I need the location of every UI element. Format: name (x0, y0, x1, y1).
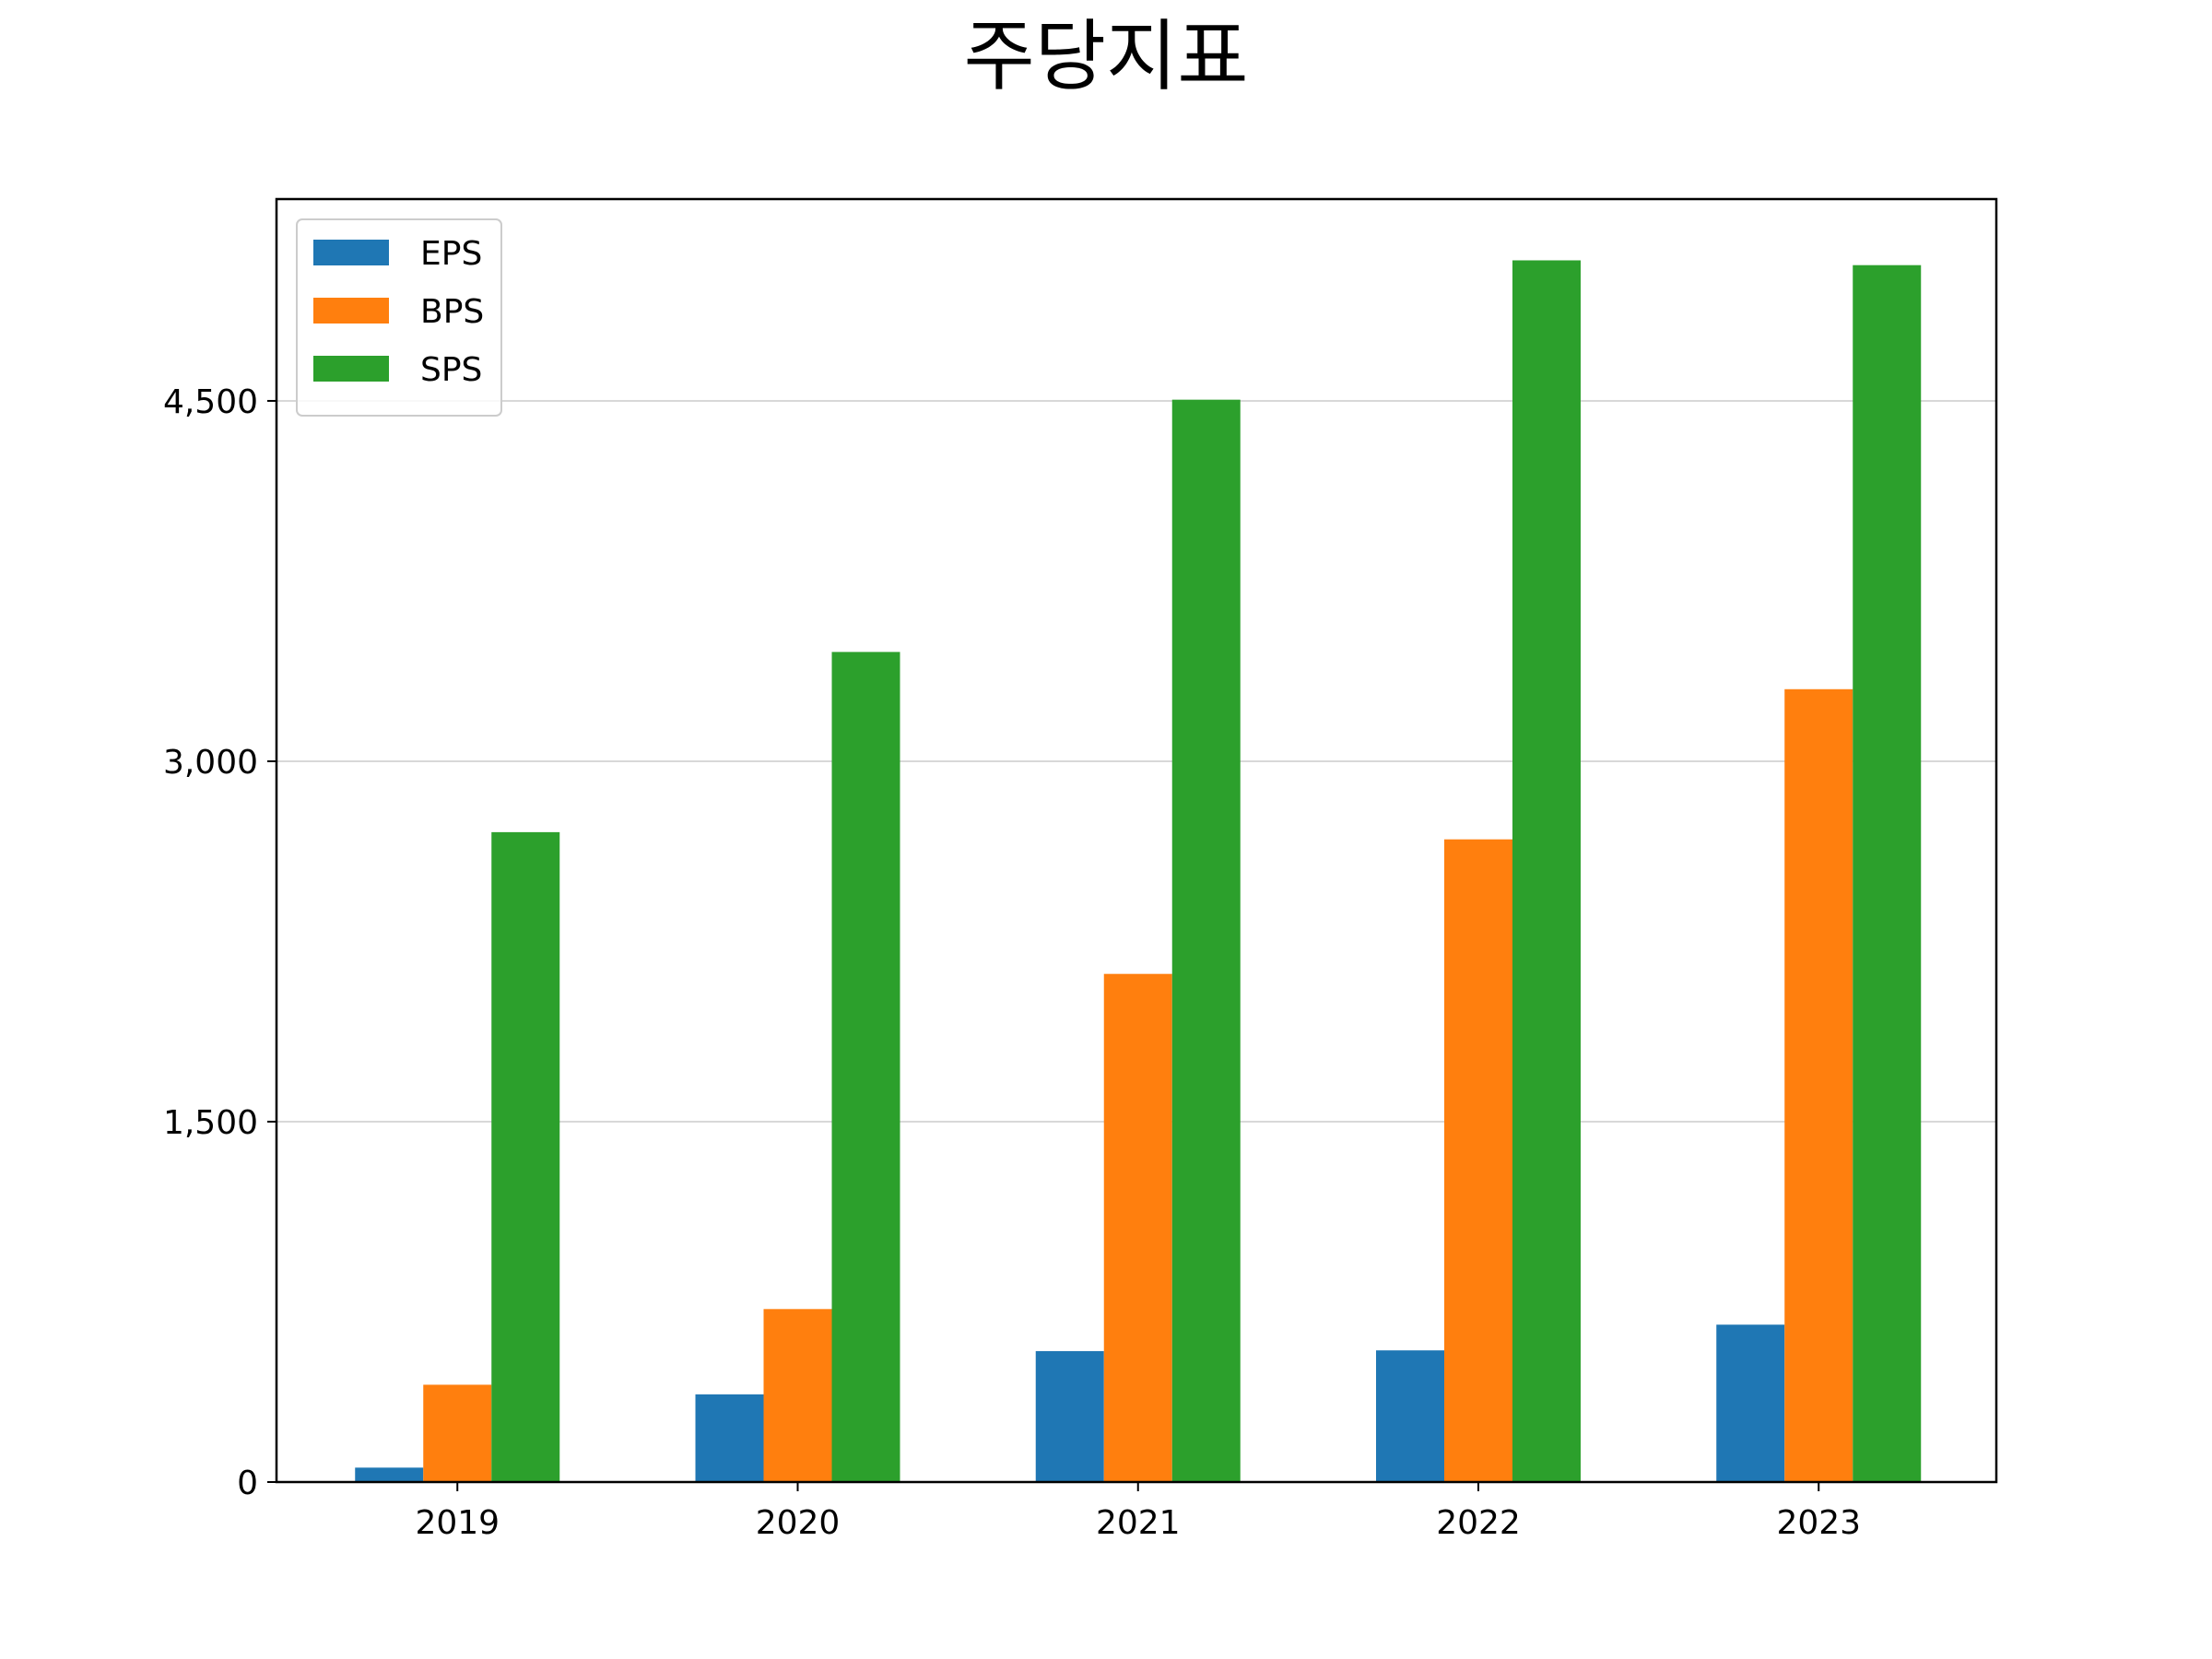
x-tick-label: 2021 (1096, 1504, 1181, 1542)
legend-swatch-eps (313, 240, 389, 265)
bar-eps-2021 (1035, 1350, 1104, 1482)
y-tick-label: 3,000 (163, 744, 258, 782)
legend: EPS BPS SPS (296, 218, 502, 417)
bar-sps-2020 (831, 652, 900, 1482)
bar-bps-2022 (1444, 839, 1512, 1482)
x-tick-label: 2019 (415, 1504, 500, 1542)
legend-swatch-bps (313, 298, 389, 324)
chart-title: 주당지표 (963, 11, 1248, 101)
y-tick-label: 4,500 (163, 383, 258, 421)
plot-frame (275, 197, 1998, 1484)
bar-bps-2023 (1784, 688, 1853, 1482)
bar-sps-2019 (491, 831, 560, 1482)
bar-eps-2020 (695, 1394, 764, 1482)
bar-sps-2021 (1171, 399, 1241, 1482)
legend-label-bps: BPS (420, 293, 484, 331)
bar-bps-2020 (763, 1309, 832, 1482)
x-tick-label: 2022 (1436, 1504, 1521, 1542)
y-tick-label: 1,500 (163, 1104, 258, 1142)
legend-swatch-sps (313, 356, 389, 382)
bars (355, 260, 1922, 1482)
bar-bps-2021 (1103, 973, 1172, 1482)
x-tick-label: 2020 (756, 1504, 841, 1542)
x-axis: 2019 2020 2021 2022 2023 (415, 1482, 1861, 1542)
bar-eps-2019 (355, 1467, 424, 1482)
x-tick-label: 2023 (1776, 1504, 1861, 1542)
y-axis: 0 1,500 3,000 4,500 (163, 383, 276, 1502)
y-tick-label: 0 (237, 1465, 258, 1502)
bar-bps-2019 (423, 1384, 492, 1482)
bar-eps-2022 (1376, 1350, 1444, 1482)
legend-label-eps: EPS (420, 235, 482, 273)
bar-sps-2023 (1853, 265, 1922, 1482)
bar-sps-2022 (1512, 260, 1581, 1482)
bar-eps-2023 (1716, 1324, 1785, 1482)
legend-label-sps: SPS (420, 351, 482, 389)
